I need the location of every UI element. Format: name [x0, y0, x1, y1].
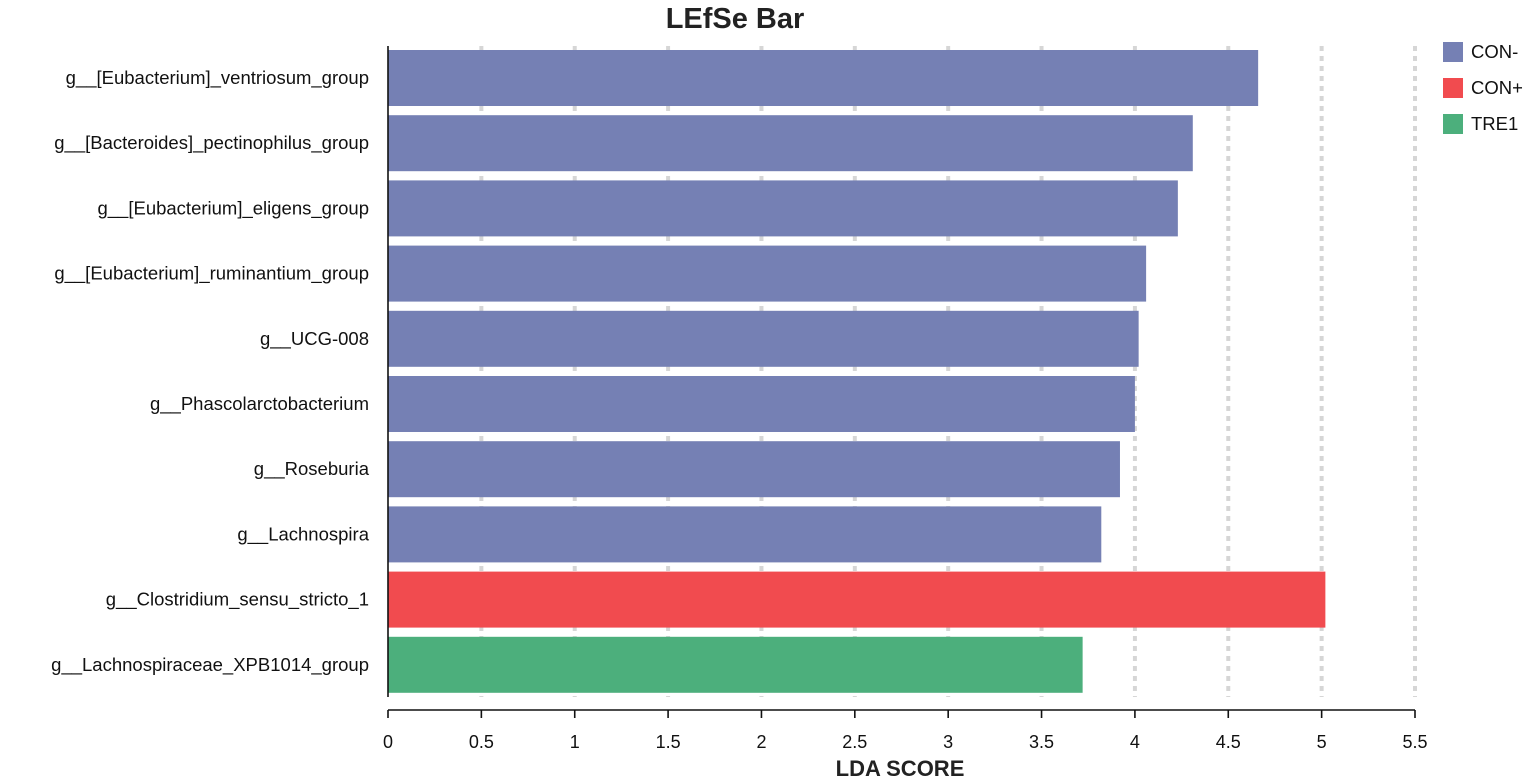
bar-0 — [388, 50, 1259, 106]
x-tick-label-4: 2 — [756, 732, 766, 752]
legend-label-1: CON+ — [1471, 77, 1523, 98]
x-axis-ticks: 0 0.5 1 1.5 2 2.5 3 3.5 4 4.5 5 5.5 — [383, 710, 1428, 752]
bar-3 — [388, 245, 1147, 302]
x-tick-label-5: 2.5 — [842, 732, 867, 752]
category-label-7: g__Lachnospira — [237, 523, 369, 545]
x-tick-label-3: 1.5 — [656, 732, 681, 752]
legend: CON- CON+ TRE1 — [1443, 41, 1523, 134]
bar-7 — [388, 506, 1102, 563]
legend-swatch-0 — [1443, 42, 1463, 62]
bar-4 — [388, 310, 1139, 367]
bar-8 — [388, 571, 1326, 628]
category-label-9: g__Lachnospiraceae_XPB1014_group — [51, 654, 369, 676]
x-tick-label-9: 4.5 — [1216, 732, 1241, 752]
bar-9 — [388, 636, 1083, 693]
category-label-5: g__Phascolarctobacterium — [150, 393, 369, 415]
legend-label-2: TRE1 — [1471, 113, 1518, 134]
category-label-0: g__[Eubacterium]_ventriosum_group — [66, 67, 369, 89]
x-tick-label-6: 3 — [943, 732, 953, 752]
bar-2 — [388, 180, 1178, 237]
x-tick-label-10: 5 — [1317, 732, 1327, 752]
category-label-6: g__Roseburia — [254, 458, 370, 480]
category-label-3: g__[Eubacterium]_ruminantium_group — [54, 263, 369, 285]
legend-swatch-2 — [1443, 114, 1463, 134]
category-label-1: g__[Bacteroides]_pectinophilus_group — [54, 132, 369, 154]
x-tick-label-8: 4 — [1130, 732, 1140, 752]
x-tick-label-0: 0 — [383, 732, 393, 752]
category-labels: g__[Eubacterium]_ventriosum_group g__[Bac… — [51, 67, 370, 676]
category-label-4: g__UCG-008 — [260, 328, 369, 350]
x-tick-label-2: 1 — [570, 732, 580, 752]
bars — [388, 50, 1326, 693]
legend-label-0: CON- — [1471, 41, 1518, 62]
bar-5 — [388, 376, 1135, 432]
bar-6 — [388, 441, 1120, 498]
legend-swatch-1 — [1443, 78, 1463, 98]
x-tick-label-7: 3.5 — [1029, 732, 1054, 752]
x-axis-title: LDA SCORE — [836, 756, 965, 781]
category-label-2: g__[Eubacterium]_eligens_group — [97, 197, 369, 219]
category-label-8: g__Clostridium_sensu_stricto_1 — [106, 589, 369, 611]
x-tick-label-1: 0.5 — [469, 732, 494, 752]
x-tick-label-11: 5.5 — [1402, 732, 1427, 752]
bar-1 — [388, 115, 1193, 172]
chart-title: LEfSe Bar — [666, 3, 805, 35]
